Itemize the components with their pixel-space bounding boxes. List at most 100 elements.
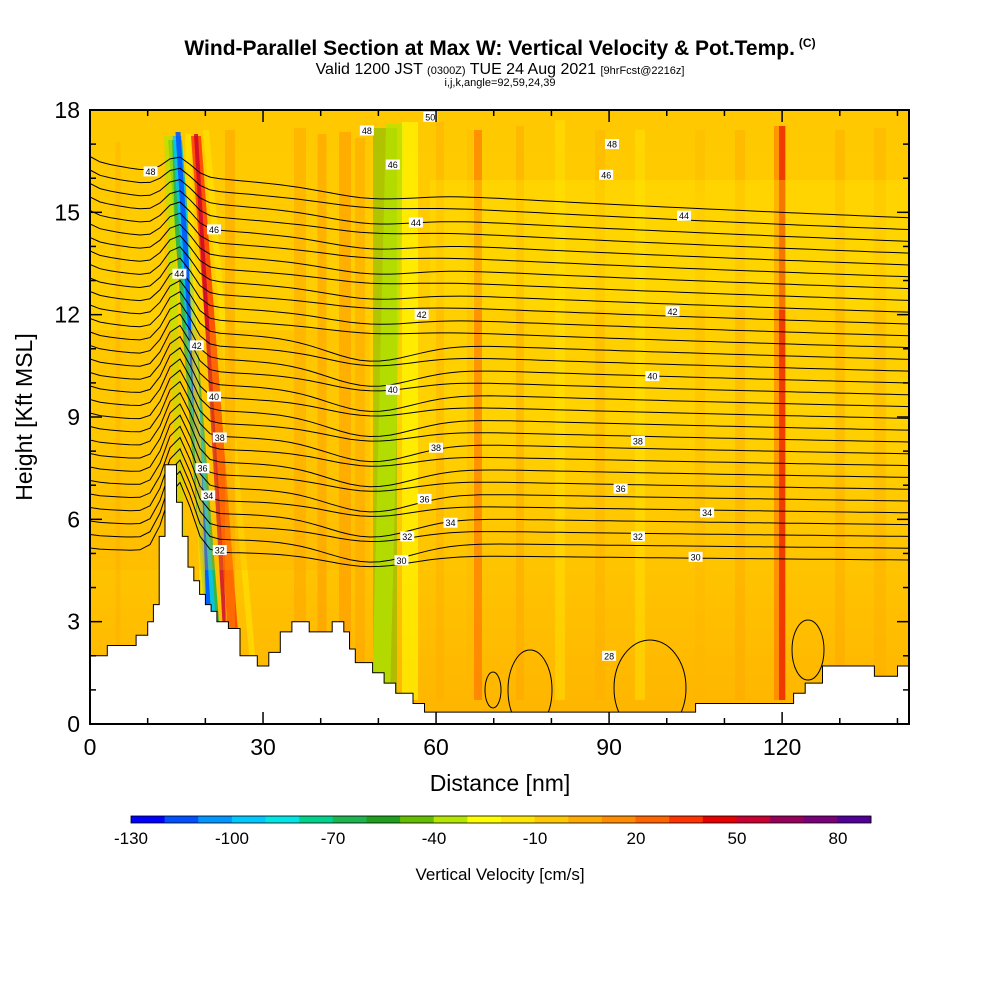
velocity-streak — [436, 122, 444, 700]
isentrope-line — [90, 369, 909, 443]
svg-text:44: 44 — [411, 218, 421, 228]
colorbar-swatch — [501, 816, 535, 823]
x-tick-label: 60 — [423, 734, 449, 760]
colorbar-swatch — [467, 816, 502, 823]
colorbar-tick-label: 50 — [728, 829, 747, 848]
colorbar: -130 -100 -70 -40 -10 20 50 80 — [114, 815, 872, 848]
velocity-streak — [372, 124, 404, 700]
svg-text:30: 30 — [691, 552, 701, 562]
x-axis: 0 30 60 90 120 — [84, 110, 899, 760]
isentrope-label: 42 — [414, 309, 429, 320]
isentrope-label: 46 — [599, 169, 614, 180]
colorbar-swatch — [635, 816, 670, 823]
velocity-streak — [203, 130, 259, 700]
isentrope-cell — [791, 619, 825, 681]
colorbar-swatch — [164, 816, 199, 823]
isentrope-line — [90, 302, 909, 372]
isentrope-line — [90, 403, 909, 488]
isentrope-label: 40 — [207, 391, 222, 402]
svg-text:42: 42 — [192, 341, 202, 351]
svg-text:36: 36 — [420, 494, 430, 504]
velocity-streak — [317, 134, 327, 700]
isentrope-label: 44 — [408, 217, 423, 228]
isentrope-line — [90, 223, 909, 290]
y-axis-label: Height [Kft MSL] — [11, 333, 37, 500]
isentrope-label: 30 — [688, 551, 703, 562]
colorbar-swatch — [231, 816, 266, 823]
isentrope-cell — [484, 671, 502, 709]
colorbar-swatch — [736, 816, 771, 823]
colorbar-swatch — [265, 816, 300, 823]
colorbar-swatch — [131, 816, 165, 823]
svg-text:50: 50 — [425, 112, 435, 122]
svg-text:48: 48 — [146, 167, 156, 177]
isentrope-label: 32 — [400, 531, 415, 542]
colorbar-swatch — [803, 816, 838, 823]
isentrope-line — [90, 358, 909, 438]
svg-text:44: 44 — [679, 211, 689, 221]
colorbar-swatch — [669, 816, 704, 823]
isentrope-line — [90, 246, 909, 313]
svg-text:32: 32 — [215, 546, 225, 556]
colorbar-swatch — [198, 816, 233, 823]
isentrope-line — [90, 268, 909, 337]
colorbar-tick-label: -130 — [114, 829, 148, 848]
svg-text:48: 48 — [607, 140, 617, 150]
isentrope-label: 38 — [429, 442, 444, 453]
isentrope-label: 38 — [212, 432, 227, 443]
svg-text:30: 30 — [396, 556, 406, 566]
isentrope-line — [90, 335, 909, 412]
isentrope-line — [90, 234, 909, 301]
isentrope-line — [90, 313, 909, 387]
isentrope-label: 28 — [602, 650, 617, 661]
colorbar-swatch — [400, 816, 435, 823]
y-tick-label: 15 — [54, 199, 80, 225]
velocity-streak — [355, 138, 365, 700]
isentrope-label: 40 — [385, 384, 400, 395]
y-tick-label: 18 — [54, 97, 80, 123]
y-tick-label: 6 — [67, 506, 80, 532]
svg-text:38: 38 — [431, 443, 441, 453]
velocity-streak — [835, 130, 845, 700]
svg-text:42: 42 — [417, 310, 427, 320]
velocity-streak — [225, 130, 235, 700]
colorbar-tick-label: -10 — [523, 829, 548, 848]
colorbar-frame — [130, 815, 872, 824]
isentrope-label: 46 — [385, 159, 400, 170]
isentrope-line — [90, 279, 909, 349]
velocity-streak — [49, 150, 56, 700]
isentrope-label: 36 — [613, 483, 628, 494]
svg-text:40: 40 — [388, 385, 398, 395]
isentrope-line — [90, 156, 909, 219]
isentrope-line — [90, 436, 909, 517]
isentrope-line — [90, 391, 909, 467]
colorbar-swatch — [299, 816, 334, 823]
isentrope-line — [90, 414, 909, 492]
grid-indices-line: i,j,k,angle=92,59,24,39 — [444, 77, 556, 89]
y-tick-label: 9 — [67, 404, 80, 430]
upper-yellow-band — [430, 180, 909, 310]
svg-text:40: 40 — [647, 372, 657, 382]
isentrope-label: 34 — [201, 490, 216, 501]
colorbar-swatch — [433, 816, 468, 823]
copyright-mark: (C) — [798, 36, 816, 50]
svg-text:34: 34 — [203, 491, 213, 501]
isentrope-line — [90, 324, 909, 396]
isentrope-label: 36 — [195, 463, 210, 474]
x-axis-label: Distance [nm] — [430, 770, 571, 796]
isentrope-label: 34 — [443, 517, 458, 528]
isentrope-label: 36 — [417, 493, 432, 504]
velocity-streak — [874, 128, 886, 700]
colorbar-tick-label: -100 — [215, 829, 249, 848]
x-tick-label: 90 — [596, 734, 622, 760]
x-tick-label: 30 — [250, 734, 276, 760]
isentrope-label: 32 — [212, 545, 227, 556]
svg-text:42: 42 — [668, 307, 678, 317]
colorbar-tick-label: -40 — [422, 829, 447, 848]
isentrope-label: 42 — [665, 306, 680, 317]
y-tick-label: 0 — [67, 711, 80, 737]
colorbar-tick-label: -70 — [321, 829, 346, 848]
terrain-mask — [90, 464, 909, 724]
svg-text:38: 38 — [215, 433, 225, 443]
